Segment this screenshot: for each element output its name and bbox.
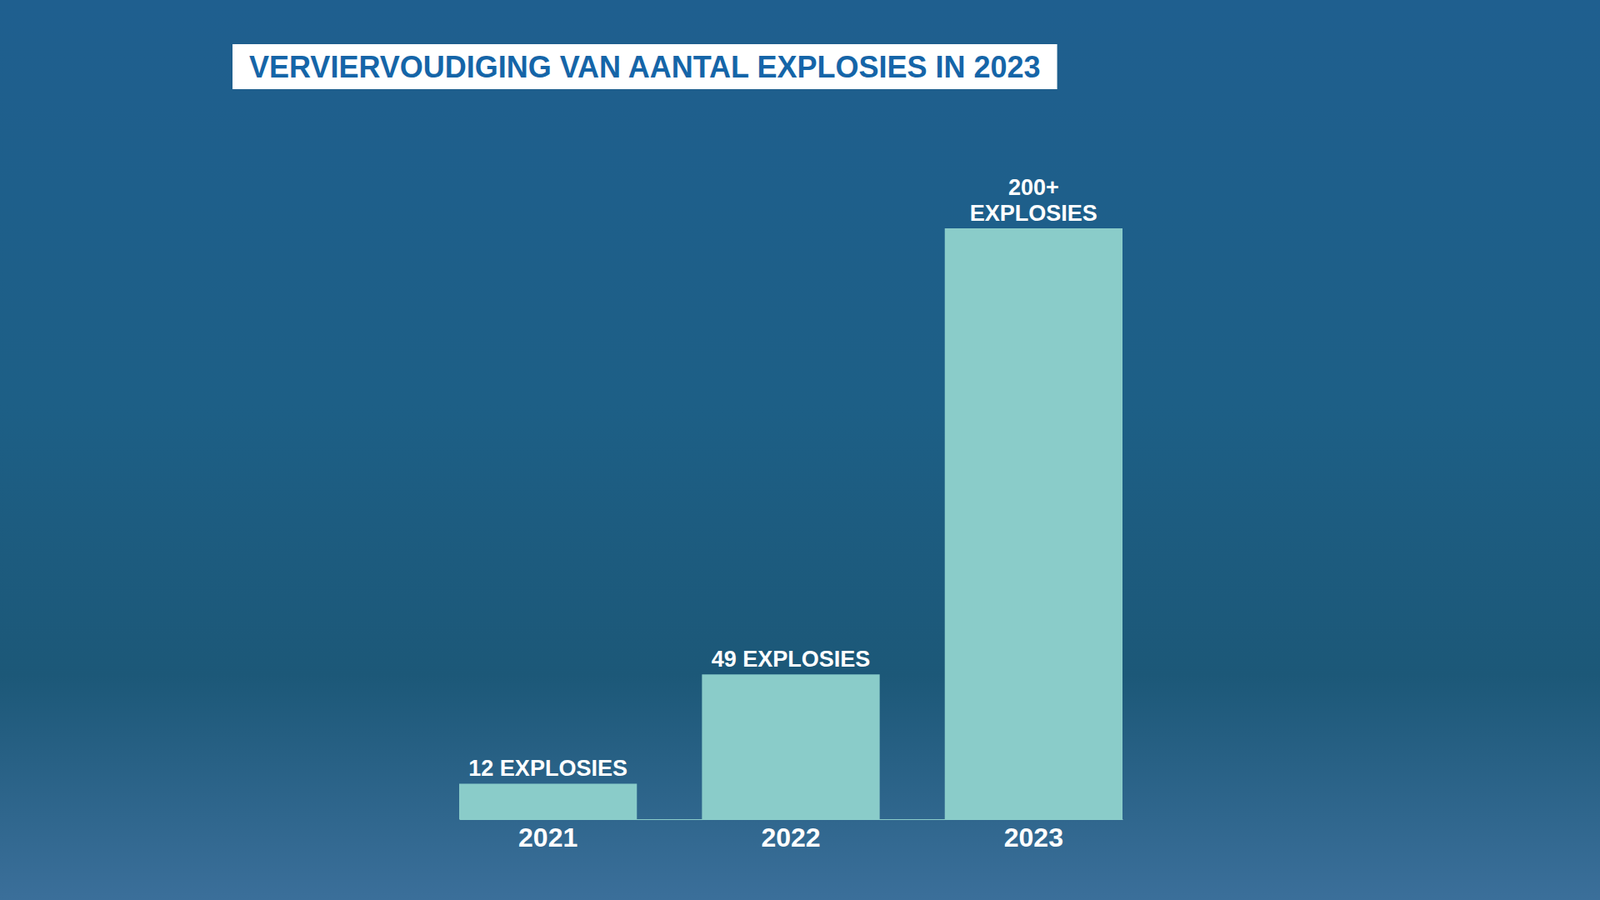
data-label-line: 200+ [1008, 175, 1060, 200]
bar [945, 228, 1123, 820]
bar [459, 783, 637, 820]
x-tick-label: 2022 [760, 822, 820, 853]
background [0, 0, 1600, 900]
x-axis: 2021 2022 2023 [460, 819, 1124, 853]
data-label: 200+EXPLOSIES [970, 175, 1098, 226]
x-tick: 2023 [1004, 819, 1064, 853]
x-tick: 2021 [518, 819, 578, 853]
data-labels: 12 EXPLOSIES 49 EXPLOSIES 200+EXPLOSIES [468, 175, 1098, 781]
title: VERVIERVOUDIGING VAN AANTAL EXPLOSIES IN… [249, 50, 1041, 85]
title-group: VERVIERVOUDIGING VAN AANTAL EXPLOSIES IN… [232, 44, 1058, 90]
x-tick-label: 2023 [1004, 822, 1064, 853]
x-tick-label: 2021 [518, 822, 578, 853]
data-label: 49 EXPLOSIES [711, 646, 871, 672]
title-box [232, 44, 1058, 90]
data-label: 12 EXPLOSIES [468, 755, 628, 781]
data-label-line: EXPLOSIES [970, 200, 1098, 226]
x-tick: 2022 [760, 819, 820, 853]
x-axis-line [460, 819, 1124, 820]
bar [701, 674, 880, 820]
chart: VERVIERVOUDIGING VAN AANTAL EXPLOSIES IN… [0, 0, 1600, 900]
bars [459, 228, 1123, 820]
